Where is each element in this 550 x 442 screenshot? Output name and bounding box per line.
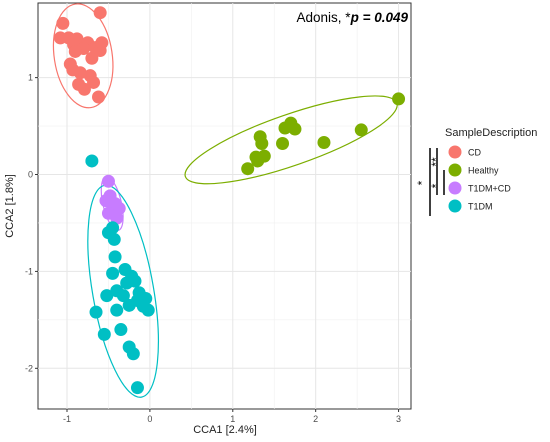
point-t1dm <box>116 289 130 303</box>
point-t1dm <box>100 289 114 303</box>
legend-title: SampleDescription <box>445 127 537 139</box>
point-t1dm <box>126 347 140 361</box>
y-tick-label: -1 <box>25 266 33 276</box>
point-t1dm <box>141 303 155 317</box>
y-tick-label: 0 <box>28 170 33 180</box>
adonis-prefix: Adonis, * <box>297 10 352 25</box>
point-t1dm <box>128 274 142 288</box>
point-cd <box>92 90 106 104</box>
point-cd <box>66 63 80 77</box>
legend: CD Healthy T1DM+CD T1DM <box>448 145 511 213</box>
point-cd <box>87 75 101 89</box>
grid-lines <box>38 3 411 409</box>
x-tick-label: 0 <box>147 414 152 424</box>
point-cd <box>53 31 67 45</box>
data-points <box>53 6 406 395</box>
point-t1dm <box>114 323 128 337</box>
point-healthy <box>354 123 368 137</box>
adonis-annotation: Adonis, *p = 0.049 <box>297 10 409 25</box>
point-t1dm <box>89 305 103 319</box>
point-healthy <box>317 136 331 150</box>
point-cd <box>95 36 109 50</box>
ellipse-cd <box>52 3 114 109</box>
point-healthy <box>278 121 292 135</box>
y-tick-label: 1 <box>28 73 33 83</box>
significance-brackets <box>429 148 445 216</box>
point-cd <box>68 44 82 58</box>
legend-key-t1dm-cd <box>448 181 462 195</box>
y-tick-label: -2 <box>25 363 33 373</box>
legend-key-t1dm <box>448 199 462 213</box>
point-t1dm <box>110 303 124 317</box>
x-tick-label: 2 <box>313 414 318 424</box>
point-healthy <box>392 92 406 106</box>
point-t1dm-cd <box>110 211 124 225</box>
x-tick-label: 1 <box>230 414 235 424</box>
x-tick-label: 3 <box>396 414 401 424</box>
plot-panel <box>37 2 412 410</box>
point-healthy <box>251 154 265 168</box>
x-tick-label: -1 <box>63 414 71 424</box>
point-cd <box>85 51 99 65</box>
legend-label-cd: CD <box>468 148 481 158</box>
y-axis-title: CCA2 [1.8%] <box>4 174 16 238</box>
legend-label-t1dm: T1DM <box>468 202 493 212</box>
point-t1dm <box>85 154 99 168</box>
point-t1dm-cd <box>101 174 115 188</box>
point-t1dm <box>97 327 111 341</box>
point-cd <box>93 6 107 20</box>
point-t1dm <box>107 232 121 246</box>
sig-label-healthy-t1dmcd: * <box>429 183 443 188</box>
x-axis-title: CCA1 [2.4%] <box>193 424 257 436</box>
axis-ticks: -1 0 1 2 3 -2 -1 0 1 <box>25 73 401 424</box>
legend-key-healthy <box>448 163 462 177</box>
point-t1dm <box>108 250 122 264</box>
point-healthy <box>288 122 302 136</box>
point-t1dm <box>106 266 120 280</box>
legend-key-cd <box>448 145 462 159</box>
point-healthy <box>276 137 290 151</box>
legend-label-healthy: Healthy <box>468 166 499 176</box>
legend-label-t1dm-cd: T1DM+CD <box>468 184 511 194</box>
point-healthy <box>255 137 269 151</box>
sig-label-cd-t1dmcd: ** <box>429 157 443 167</box>
point-healthy <box>241 162 255 176</box>
point-cd <box>56 16 70 30</box>
sig-label-cd-t1dm: * <box>415 180 429 185</box>
point-cd <box>77 82 91 96</box>
point-t1dm <box>130 381 144 395</box>
adonis-p-value: p = 0.049 <box>350 10 409 25</box>
